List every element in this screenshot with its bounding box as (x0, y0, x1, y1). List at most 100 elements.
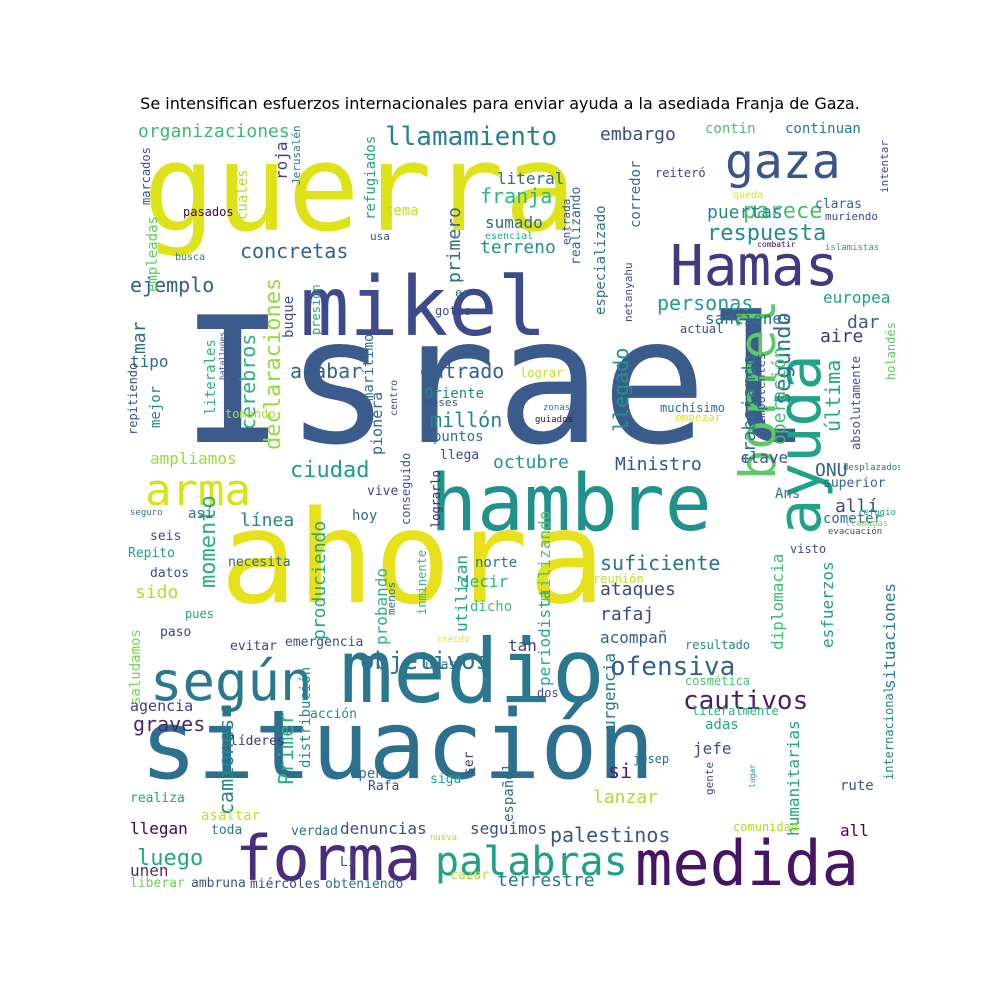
cloud-word: literalmente (692, 704, 779, 718)
cloud-word: aire (820, 326, 863, 347)
cloud-word: lugar (748, 764, 757, 788)
cloud-word: especializado (593, 205, 609, 315)
cloud-word: llega (440, 448, 479, 463)
cloud-word: literal (497, 169, 564, 188)
cloud-word: seguro (130, 508, 163, 518)
cloud-word: distribución (298, 667, 314, 768)
cloud-word: guiados (535, 415, 573, 425)
cloud-word: terrestre (497, 870, 595, 891)
cloud-word: europea (823, 288, 890, 307)
cloud-word: seguimos (470, 819, 547, 838)
cloud-word: reiteró (655, 166, 706, 180)
cloud-word: entrada (560, 199, 573, 245)
cloud-word: ampliamos (150, 449, 237, 468)
cloud-word: ambruna (191, 876, 246, 891)
cloud-word: octubre (493, 452, 569, 473)
cloud-word: Primer (274, 713, 298, 785)
cloud-word: acabar (290, 359, 362, 383)
cloud-word: liberar (130, 876, 185, 891)
cloud-word: primero (444, 207, 465, 283)
cloud-word: humanitarias (784, 720, 803, 836)
cloud-word: siga (430, 772, 461, 787)
cloud-word: er (455, 286, 469, 300)
cloud-word: holandés (884, 322, 898, 380)
cloud-word: puntos (433, 429, 484, 445)
figure-title: Se intensifican esfuerzos internacionale… (140, 94, 860, 113)
cloud-word: personas (657, 291, 753, 315)
cloud-word: acción (310, 707, 357, 722)
cloud-word: rafaj (600, 604, 654, 625)
cloud-word: Hamas (670, 234, 839, 299)
cloud-word: ciudad (290, 458, 369, 483)
cloud-word: línea (240, 510, 294, 531)
cloud-word: queda (733, 190, 763, 201)
cloud-word: graves (133, 712, 205, 736)
cloud-word: lograrlo (429, 470, 443, 528)
cloud-word: contin (705, 121, 756, 137)
cloud-word: trabajando (739, 355, 760, 463)
cloud-word: batallones (218, 332, 227, 380)
cloud-word: Repito (128, 546, 175, 561)
cloud-word: acompañ (600, 628, 667, 647)
cloud-word: pasados (183, 205, 234, 219)
cloud-word: cosmética (685, 674, 750, 688)
cloud-word: intentar (878, 140, 891, 193)
cloud-word: continuan (785, 121, 861, 137)
word-cloud: Israel ahora guerra situación medio hambre mik… (125, 120, 900, 895)
cloud-word: vive (367, 484, 398, 499)
cloud-word: entrado (420, 359, 504, 383)
cloud-word: mejor (148, 386, 164, 428)
cloud-word: Rafa (368, 779, 399, 794)
cloud-word: Jerusalén (290, 125, 303, 185)
cloud-word: produciendo (309, 521, 330, 640)
cloud-word: organizaciones (138, 121, 290, 142)
cloud-word: evacuación (828, 526, 882, 537)
cloud-word: hambre (430, 459, 712, 549)
cloud-word: corredor (628, 161, 644, 228)
cloud-word: probando (372, 568, 391, 645)
cloud-word: comunidad (733, 820, 798, 834)
cloud-word: presión (309, 284, 323, 335)
cloud-word: situación (140, 691, 655, 801)
cloud-word: tan (508, 636, 537, 655)
cloud-word: cautivos (683, 686, 808, 716)
cloud-word: borrel (729, 299, 787, 480)
cloud-word: Li (340, 855, 356, 870)
cloud-word: hoy (352, 508, 377, 524)
cloud-word: refugio (858, 508, 896, 518)
cloud-word: medio (340, 620, 605, 723)
cloud-word: superior (823, 476, 886, 491)
cloud-word: claras (815, 197, 862, 212)
cloud-word: allí (835, 496, 878, 517)
cloud-word: miércoles (250, 877, 320, 892)
cloud-word: camiones (214, 719, 238, 815)
cloud-word: ONU (815, 460, 848, 481)
cloud-word: roja (272, 141, 291, 180)
cloud-word: ejemplo (130, 273, 214, 297)
cloud-word: pues (185, 607, 214, 621)
cloud-word: terreno (480, 237, 556, 258)
cloud-word: urgencia (600, 653, 619, 730)
cloud-word: clave (740, 448, 788, 467)
cloud-word: adas (705, 717, 739, 733)
cloud-word: dos (537, 686, 559, 700)
cloud-word: sumado (485, 213, 543, 232)
cloud-word: rute (840, 778, 874, 794)
cloud-word: goteo (435, 304, 471, 318)
cloud-word: esencial (485, 231, 533, 242)
cloud-word: creído (437, 635, 470, 645)
cloud-word: josep (633, 752, 669, 766)
cloud-word: líderes (230, 734, 285, 749)
cloud-word: lanzar (593, 787, 658, 808)
cloud-word: unas (425, 658, 456, 673)
cloud-word: tema (385, 203, 419, 219)
cloud-word: muchísimo (660, 401, 725, 415)
cloud-word: marítimo (361, 334, 377, 401)
cloud-word: evitar (230, 639, 277, 654)
cloud-word: embargo (600, 124, 676, 145)
cloud-word: refugiados (363, 136, 379, 220)
cloud-word: respuesta (707, 221, 826, 246)
cloud-word: español (501, 763, 517, 822)
cloud-word: combatir (757, 240, 796, 249)
